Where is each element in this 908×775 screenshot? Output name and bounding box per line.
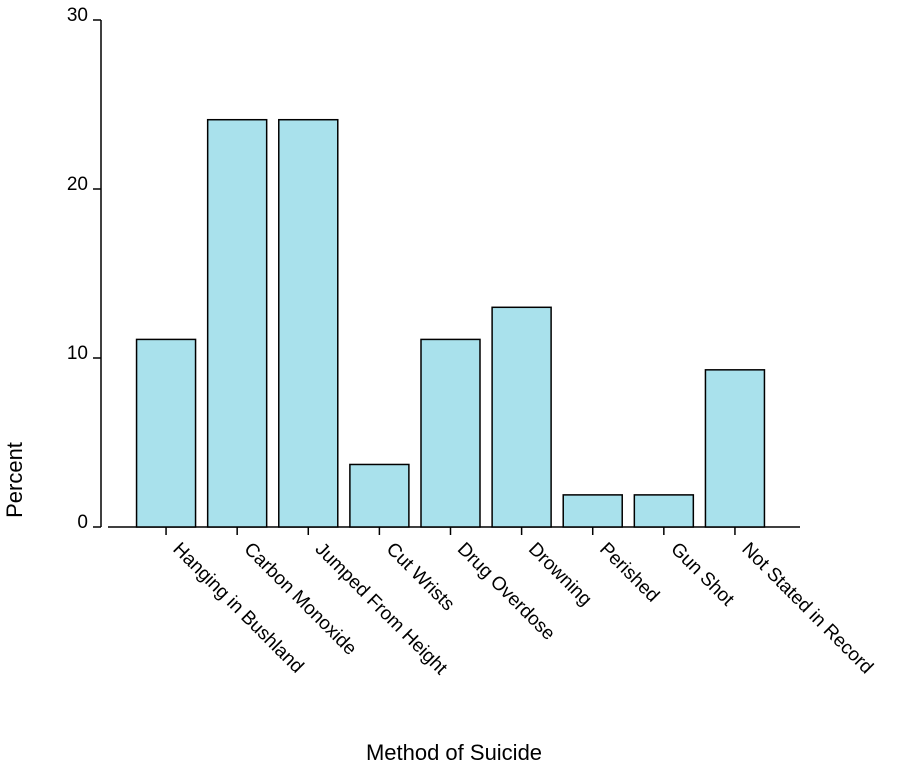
bar	[420, 338, 481, 528]
x-tick-label: Not Stated in Record	[737, 539, 877, 679]
y-tick-label: 30	[67, 5, 88, 26]
bar	[206, 118, 268, 528]
x-tick-label: Perished	[595, 539, 663, 607]
x-axis-label: Method of Suicide	[366, 740, 542, 765]
x-tick-label: Cut Wrists	[382, 539, 459, 616]
bar	[491, 306, 552, 528]
x-tick-label: Gun Shot	[666, 539, 738, 611]
x-tick-label: Hanging in Bushland	[169, 539, 308, 678]
x-tick-label: Drowning	[524, 539, 596, 611]
bar	[633, 494, 695, 528]
bar	[562, 494, 623, 528]
bar	[135, 338, 197, 528]
y-axis-label: Percent	[2, 442, 27, 518]
y-tick-label: 20	[67, 174, 88, 195]
x-tick-label: Jumped From Height	[311, 539, 452, 680]
bar	[278, 118, 339, 528]
bar	[704, 369, 766, 528]
bar	[349, 463, 410, 528]
y-tick-label: 10	[67, 343, 88, 364]
y-tick-label: 0	[77, 512, 88, 533]
